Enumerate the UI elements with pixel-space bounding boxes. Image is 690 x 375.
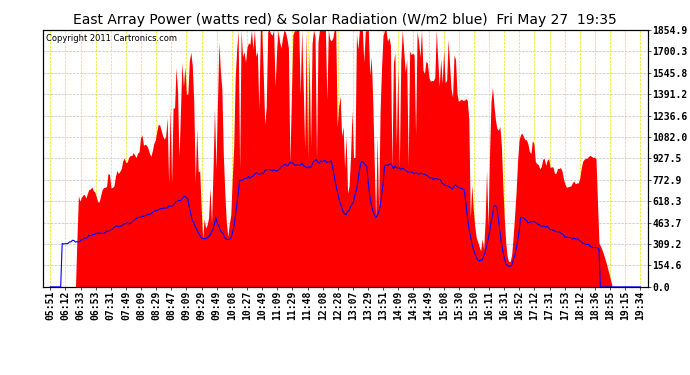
Text: Copyright 2011 Cartronics.com: Copyright 2011 Cartronics.com: [46, 34, 177, 43]
Text: East Array Power (watts red) & Solar Radiation (W/m2 blue)  Fri May 27  19:35: East Array Power (watts red) & Solar Rad…: [73, 13, 617, 27]
